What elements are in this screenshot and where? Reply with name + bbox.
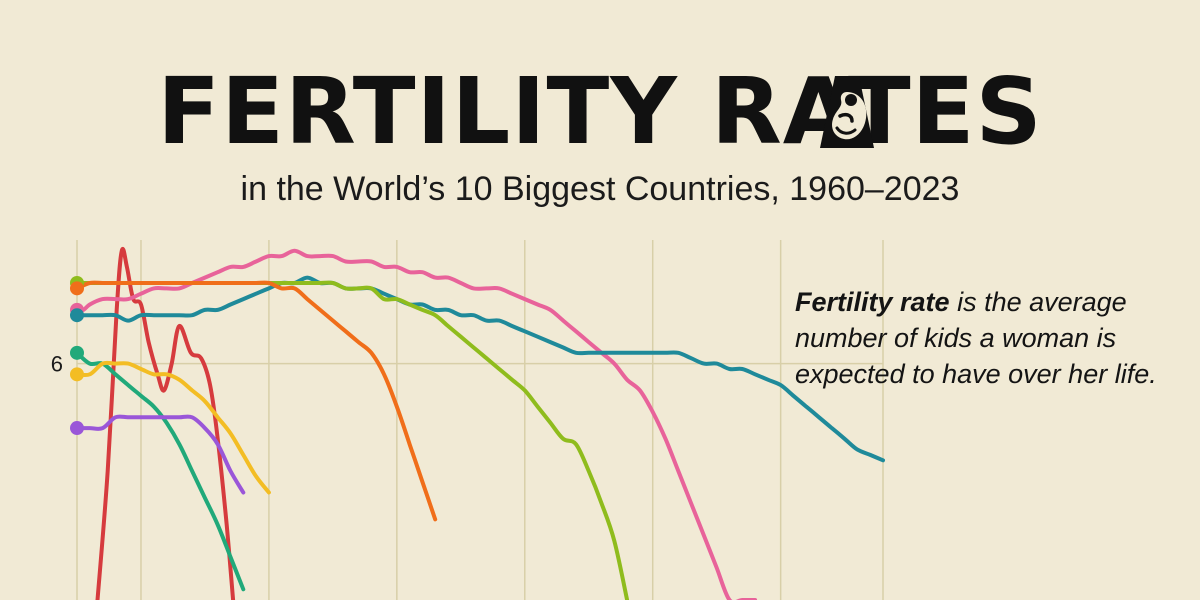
series-line-1 xyxy=(75,248,758,600)
definition-note: Fertility rate is the average number of … xyxy=(795,284,1165,392)
series-lines xyxy=(75,247,885,600)
y-tick-label: 6 xyxy=(51,352,63,377)
series-line-4 xyxy=(75,280,438,522)
definition-text: is the average number of kids a woman is… xyxy=(795,287,1157,389)
series-line-2 xyxy=(75,275,885,463)
series-line-7 xyxy=(75,414,246,495)
fetus-icon xyxy=(820,76,874,148)
chart-subtitle: in the World’s 10 Biggest Countries, 196… xyxy=(240,170,960,208)
series-start-dot-6 xyxy=(70,367,84,382)
series-line-6 xyxy=(75,360,271,495)
series-line-0 xyxy=(95,247,236,600)
definition-term: Fertility rate xyxy=(795,287,950,317)
series-start-dots xyxy=(70,275,84,436)
series-start-dot-5 xyxy=(70,345,84,360)
chart-title-text: FERTILITY RATES xyxy=(157,58,1043,165)
series-line-3 xyxy=(75,280,630,600)
chart-title: FERTILITY RATES xyxy=(0,62,1200,162)
series-start-dot-2 xyxy=(70,308,84,323)
series-start-dot-7 xyxy=(70,421,84,436)
series-start-dot-4 xyxy=(70,281,84,296)
